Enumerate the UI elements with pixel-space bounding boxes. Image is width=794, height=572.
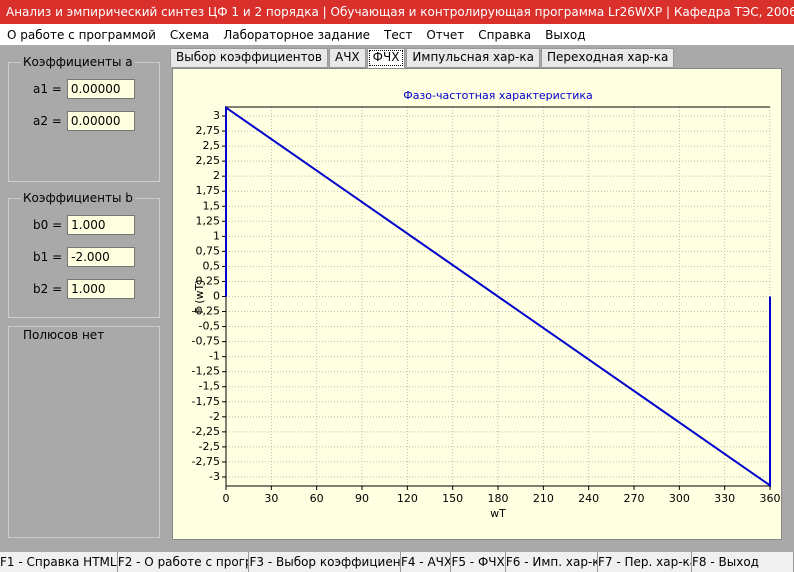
tab[interactable]: Импульсная хар-ка [406, 48, 540, 68]
x-tick-label: 90 [355, 492, 369, 505]
field-label: b2 = [33, 282, 63, 296]
menu-bar: О работе с программой Схема Лабораторное з… [0, 24, 794, 45]
x-tick-label: 270 [624, 492, 645, 505]
field-label: a2 = [33, 114, 62, 128]
menu-item[interactable]: Выход [545, 27, 586, 42]
y-tick-label: -1,75 [192, 395, 220, 408]
menu-item[interactable]: Схема [169, 27, 210, 42]
tab[interactable]: Переходная хар-ка [540, 48, 675, 68]
tab[interactable]: АЧХ [328, 48, 366, 68]
y-tick-label: -2,25 [192, 425, 220, 438]
y-tick-label: -2 [209, 410, 220, 423]
field-label: b0 = [33, 218, 63, 232]
y-tick-label: -0,25 [192, 305, 220, 318]
y-tick-label: -1,5 [199, 380, 220, 393]
field-input[interactable] [67, 247, 136, 267]
y-tick-label: 1,75 [196, 184, 221, 197]
menu-item[interactable]: О работе с программой [7, 27, 156, 42]
x-tick-label: 0 [223, 492, 230, 505]
field-input[interactable] [66, 79, 135, 99]
tab-strip: Выбор коэффициентов АЧХ ФЧХ Импульсная хар-… [170, 48, 675, 68]
field-row: b2 = [33, 279, 136, 299]
y-tick-label: 0,75 [196, 244, 221, 257]
menu-item[interactable]: Справка [478, 27, 532, 42]
chart-panel: Фазо-частотная характеристика 3 2,75 2,5 2,2… [172, 68, 782, 540]
field-row: b0 = [33, 215, 136, 235]
status-item[interactable]: F8 - Выход [692, 552, 794, 572]
y-tick-label: 1,5 [203, 199, 221, 212]
menu-item[interactable]: Лабораторное задание [223, 27, 371, 42]
status-item[interactable]: F5 - ФЧХ [451, 552, 506, 572]
field-input[interactable] [67, 215, 136, 235]
status-item[interactable]: F6 - Имп. хар-ка [506, 552, 598, 572]
panel-title: Коэффициенты b [21, 191, 135, 205]
y-tick-label: -2,75 [192, 455, 220, 468]
x-tick-label: 360 [760, 492, 781, 505]
y-tick-label: 3 [213, 109, 220, 122]
title-bar: Анализ и эмпирический синтез ЦФ 1 и 2 по… [0, 0, 794, 24]
chart: Фазо-частотная характеристика 3 2,75 2,5 2,2… [192, 89, 781, 520]
y-tick-label: 2,25 [196, 154, 221, 167]
panel-title: Коэффициенты a [21, 55, 135, 69]
y-tick-label: 0 [213, 290, 220, 303]
menu-item[interactable]: Отчет [426, 27, 465, 42]
status-item[interactable]: F4 - АЧХ [401, 552, 452, 572]
y-tick-label: -3 [209, 470, 220, 483]
y-axis-label: F (wT) [193, 279, 206, 313]
x-tick-label: 330 [714, 492, 735, 505]
chart-title: Фазо-частотная характеристика [403, 89, 593, 102]
x-tick-label: 150 [442, 492, 463, 505]
data-line [225, 105, 771, 488]
field-label: b1 = [33, 250, 63, 264]
status-item[interactable]: F3 - Выбор коэффициентов [249, 552, 401, 572]
field-label: a1 = [33, 82, 62, 96]
poles-panel: Полюсов нет [8, 326, 160, 538]
x-tick-label: 60 [310, 492, 324, 505]
y-tick-label: 1,25 [196, 214, 221, 227]
y-tick-label: 1 [213, 229, 220, 242]
y-tick-label: 0,5 [203, 259, 221, 272]
y-tick-label: 2,5 [203, 139, 221, 152]
x-tick-label: 120 [397, 492, 418, 505]
field-input[interactable] [67, 279, 136, 299]
tab[interactable]: ФЧХ [366, 48, 406, 68]
status-item[interactable]: F2 - О работе с программой [118, 552, 250, 572]
y-tick-label: -2,5 [199, 440, 220, 453]
field-row: a2 = [33, 111, 135, 131]
y-tick-label: -1 [209, 350, 220, 363]
coef-a-panel: Коэффициенты a a1 = a2 = [8, 55, 160, 182]
x-tick-label: 300 [669, 492, 690, 505]
coef-b-panel: Коэффициенты b b0 = b1 = b2 = [8, 191, 160, 318]
x-tick-label: 210 [533, 492, 554, 505]
y-tick-label: -0,75 [192, 335, 220, 348]
field-row: a1 = [33, 79, 135, 99]
x-tick-label: 180 [488, 492, 509, 505]
tab[interactable]: Выбор коэффициентов [170, 48, 328, 68]
y-tick-label: -1,25 [192, 365, 220, 378]
menu-item[interactable]: Тест [384, 27, 413, 42]
x-tick-label: 240 [578, 492, 599, 505]
status-item[interactable]: F7 - Пер. хар-ка [598, 552, 693, 572]
field-row: b1 = [33, 247, 136, 267]
status-item[interactable]: F1 - Справка HTML [0, 552, 118, 572]
poles-text: Полюсов нет [23, 328, 105, 342]
field-input[interactable] [66, 111, 135, 131]
y-tick-label: -0,5 [199, 320, 220, 333]
y-tick-label: 2,75 [196, 124, 221, 137]
y-tick-label: 2 [213, 169, 220, 182]
x-tick-label: 30 [264, 492, 278, 505]
y-tick-label: 0,25 [196, 274, 221, 287]
x-axis-label: wT [490, 507, 506, 520]
